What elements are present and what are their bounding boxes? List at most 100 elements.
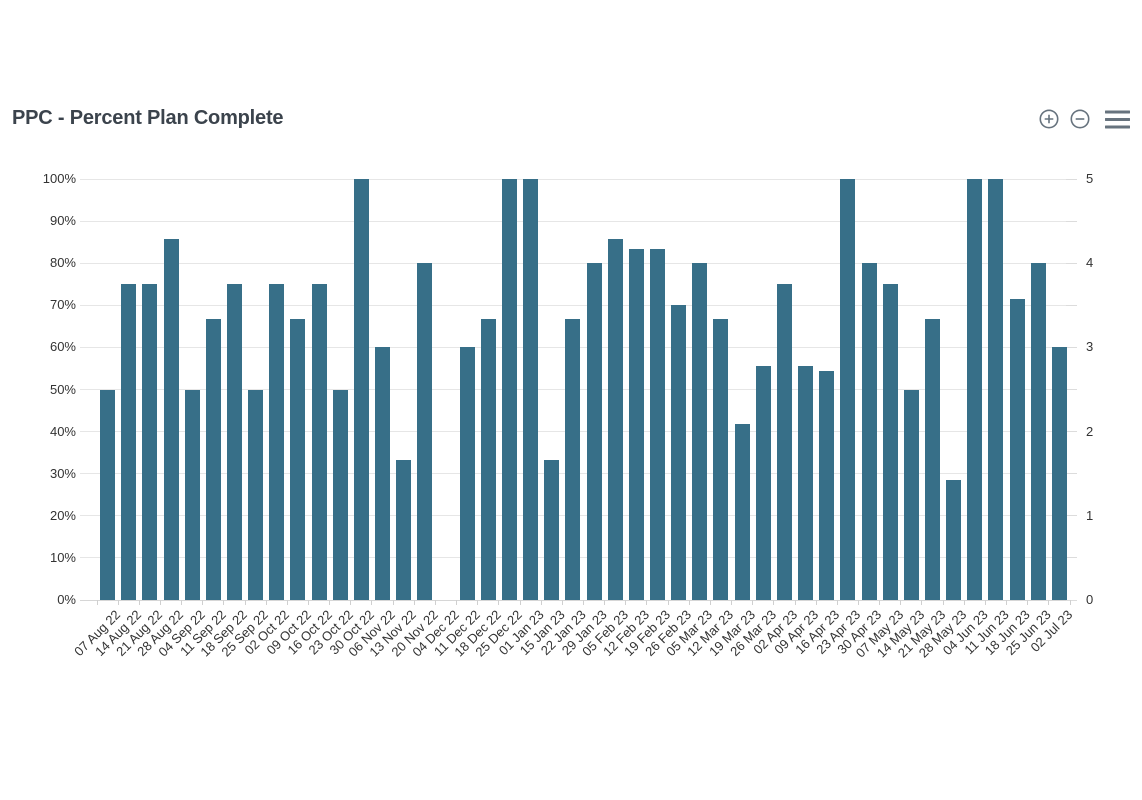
x-axis-tick [244,600,246,605]
bar[interactable] [798,365,814,600]
y-axis-label: 20% [49,507,76,523]
x-axis-tick [371,600,373,605]
bar[interactable] [776,284,792,600]
x-axis-tick [794,600,796,605]
bar[interactable] [205,319,221,600]
bar[interactable] [861,263,877,600]
x-axis-tick [646,600,648,605]
bar[interactable] [1051,347,1067,600]
x-axis-tick [456,600,458,605]
right-axis-minor-tick [1066,220,1077,222]
bar[interactable] [607,239,623,600]
zoom-in-icon[interactable] [1038,108,1060,130]
bar[interactable] [925,319,940,600]
bar[interactable] [988,179,1004,600]
x-axis-tick [752,600,754,605]
right-axis-label: 5 [1086,171,1094,186]
bar[interactable] [480,319,496,600]
y-axis-label: 80% [49,255,76,271]
bar[interactable] [628,249,644,600]
y-axis-label: 30% [49,465,76,481]
right-axis-minor-tick [1066,262,1077,264]
x-axis-tick [942,600,944,605]
bar[interactable] [946,479,962,600]
bar[interactable] [163,239,179,600]
bar[interactable] [840,179,856,600]
bar[interactable] [121,284,137,600]
x-axis-tick [181,600,183,605]
bar[interactable] [586,263,602,600]
zoom-out-icon[interactable] [1069,108,1091,130]
x-axis-tick [1006,600,1008,605]
x-axis-tick [731,600,733,605]
bar[interactable] [650,249,666,600]
x-axis-tick [921,600,923,605]
x-axis-tick [773,600,775,605]
bar[interactable] [353,179,369,600]
bar[interactable] [1030,263,1046,600]
y-axis-label: 70% [49,297,76,313]
x-axis-tick [117,600,119,605]
x-axis-tick [667,600,669,605]
gridline [80,599,1070,601]
right-axis-minor-tick [1066,389,1077,390]
bar[interactable] [226,284,242,600]
x-axis-tick [688,600,690,605]
right-axis-minor-tick [1066,178,1077,180]
bar[interactable] [269,284,285,600]
x-axis-tick [159,600,161,605]
bar[interactable] [734,424,750,600]
bar[interactable] [523,179,539,600]
right-axis-minor-tick [1066,599,1077,601]
x-axis-tick [1048,600,1050,605]
right-axis-minor-tick [1066,304,1077,306]
x-axis-tick [857,600,859,605]
x-axis-tick [625,600,627,605]
bar[interactable] [184,389,200,600]
bar[interactable] [692,263,708,600]
bar[interactable] [501,179,517,600]
x-axis-tick [413,600,415,605]
bar[interactable] [396,459,412,600]
y-axis-label: 100% [42,171,76,186]
bar[interactable] [713,319,729,600]
bar[interactable] [248,389,264,600]
bar[interactable] [142,284,158,600]
bar[interactable] [903,389,919,600]
bar[interactable] [565,319,581,600]
bar[interactable] [544,459,560,600]
x-axis-tick [879,600,881,605]
right-axis-label: 3 [1086,339,1094,355]
bar[interactable] [671,305,687,600]
bar[interactable] [417,263,433,600]
bar[interactable] [100,389,116,600]
right-axis-label: 4 [1086,255,1094,271]
right-axis-minor-tick [1066,515,1077,517]
bar[interactable] [375,347,391,600]
bar[interactable] [819,370,835,600]
gridline [80,220,1070,222]
right-axis-label: 2 [1086,423,1094,439]
x-axis-tick [329,600,331,605]
x-axis-tick [223,600,225,605]
gridline [80,304,1070,306]
bar[interactable] [311,284,327,600]
x-axis-tick [709,600,711,605]
x-axis-tick [202,600,204,605]
x-axis-tick [900,600,902,605]
bar[interactable] [882,284,898,600]
bar[interactable] [755,365,771,600]
x-axis-tick [434,600,436,605]
x-axis-tick [963,600,965,605]
right-axis-minor-tick [1066,346,1077,348]
bar[interactable] [459,347,475,600]
bar[interactable] [1009,299,1025,600]
x-axis-tick [815,600,817,605]
right-axis-minor-tick [1066,557,1077,559]
bar[interactable] [967,179,983,600]
x-axis-tick [308,600,310,605]
bar[interactable] [332,389,348,600]
bar[interactable] [290,319,306,600]
menu-icon[interactable] [1105,110,1130,129]
x-axis-tick [1069,600,1071,605]
